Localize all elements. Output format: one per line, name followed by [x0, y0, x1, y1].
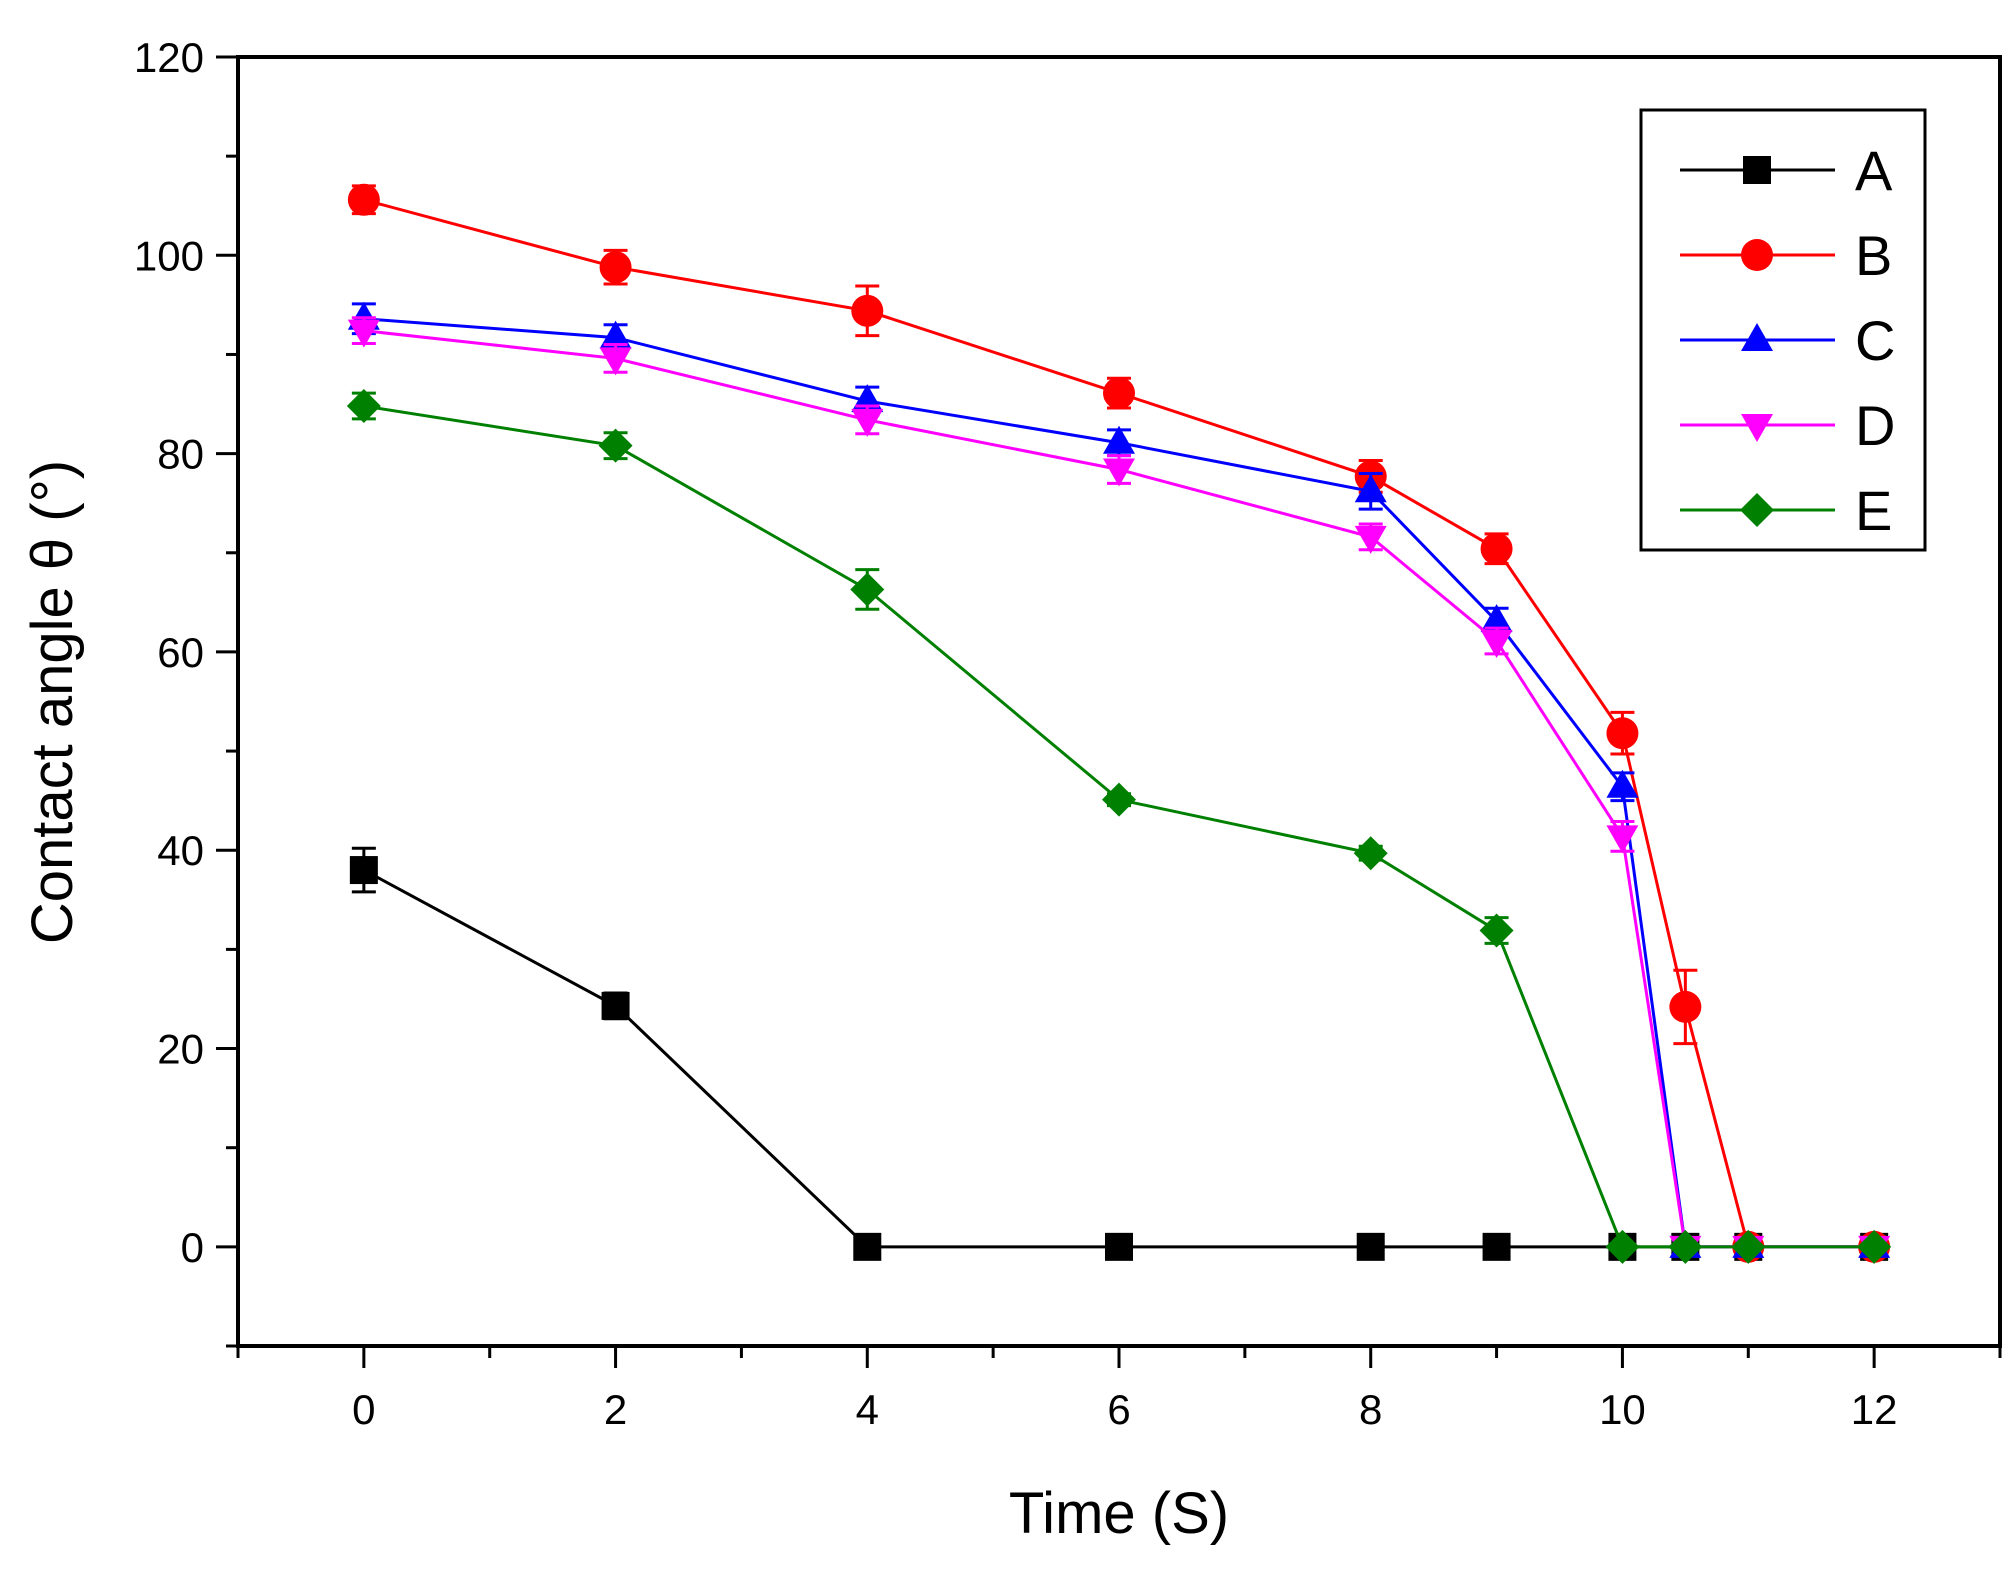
data-point [1668, 1229, 1703, 1264]
data-point [1669, 990, 1702, 1023]
data-point [1606, 717, 1639, 750]
series-a [349, 846, 1889, 1261]
data-point [599, 347, 632, 376]
y-tick-label: 120 [134, 34, 204, 81]
legend-marker [1743, 156, 1771, 184]
legend-label: E [1855, 479, 1892, 542]
y-axis-title: Contact angle θ (°) [20, 460, 85, 944]
legend-entry-b: B [1680, 224, 1892, 287]
x-tick-label: 4 [856, 1386, 879, 1433]
data-point [1105, 1232, 1133, 1261]
data-point [599, 320, 632, 349]
data-point [1480, 532, 1513, 565]
y-tick-label: 80 [157, 431, 204, 478]
series-line [363, 198, 1875, 1249]
data-point [1731, 1229, 1766, 1264]
data-point [599, 251, 632, 284]
y-tick-label: 40 [157, 827, 204, 874]
data-point [1606, 825, 1639, 854]
data-point [1103, 458, 1135, 487]
data-point [601, 991, 630, 1020]
x-tick-label: 10 [1599, 1386, 1646, 1433]
data-point [851, 408, 884, 437]
x-tick-label: 12 [1851, 1386, 1898, 1433]
series-e [346, 389, 1892, 1264]
y-tick-label: 60 [157, 629, 204, 676]
x-tick-label: 6 [1107, 1386, 1130, 1433]
data-point [851, 294, 884, 327]
data-point [1605, 1229, 1640, 1264]
series-b [347, 183, 1891, 1263]
legend-marker [1741, 323, 1773, 351]
legend-label: B [1855, 224, 1892, 287]
data-point [349, 856, 378, 885]
x-tick-label: 0 [352, 1386, 375, 1433]
data-point [1103, 377, 1135, 410]
data-point [1354, 474, 1387, 503]
data-point [1356, 1232, 1385, 1261]
data-point [1480, 604, 1513, 633]
legend-entry-e: E [1680, 479, 1892, 542]
series-layer [346, 183, 1892, 1264]
legend-marker [1741, 414, 1773, 442]
data-point [1354, 525, 1387, 554]
legend-entry-d: D [1680, 394, 1895, 457]
data-point [1857, 1229, 1892, 1264]
data-point [1482, 1232, 1511, 1261]
legend-marker [1741, 239, 1773, 271]
y-tick-label: 0 [181, 1224, 204, 1271]
legend-label: D [1855, 394, 1895, 457]
legend-label: A [1855, 139, 1893, 202]
data-point [346, 389, 381, 424]
y-axis-ticks: 0 20 40 60 80 100 120 [134, 34, 238, 1348]
data-point [347, 183, 380, 216]
data-point [1103, 425, 1135, 454]
y-tick-label: 100 [134, 232, 204, 279]
data-point [347, 319, 380, 348]
legend-label: C [1855, 309, 1895, 372]
x-tick-label: 2 [604, 1386, 627, 1433]
data-point [1606, 769, 1639, 798]
y-tick-label: 20 [157, 1026, 204, 1073]
legend-entry-a: A [1680, 139, 1893, 202]
legend-entry-c: C [1680, 309, 1895, 372]
data-point [1102, 782, 1136, 817]
data-point [850, 572, 885, 607]
data-point [853, 1232, 882, 1261]
legend-marker [1740, 493, 1774, 527]
data-point [598, 428, 633, 463]
x-axis-ticks: 0 2 4 6 8 10 12 [236, 1346, 2002, 1433]
series-line [363, 868, 1875, 1249]
series-line [363, 404, 1875, 1249]
data-point [1353, 836, 1388, 871]
legend-box [1639, 108, 1927, 552]
data-point [1479, 913, 1514, 948]
x-tick-label: 8 [1359, 1386, 1382, 1433]
data-point [1480, 630, 1513, 659]
x-axis-title: Time (S) [1009, 1481, 1229, 1546]
